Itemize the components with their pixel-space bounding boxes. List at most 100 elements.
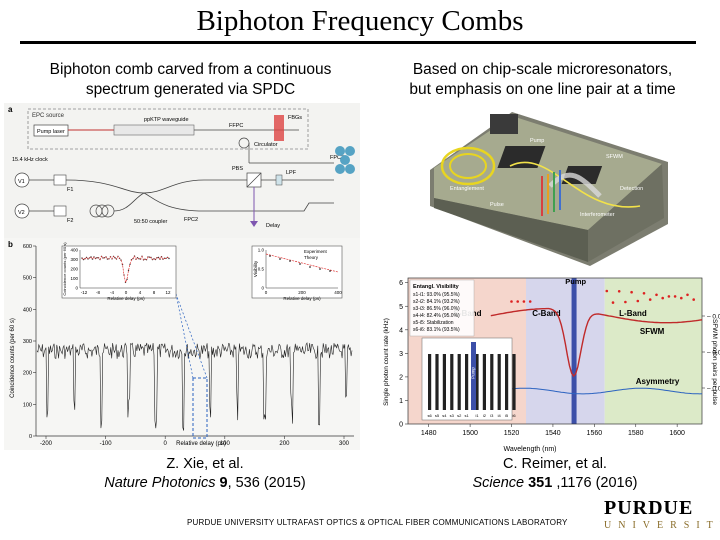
label-clock: 15.4 kHz clock bbox=[12, 157, 48, 163]
label-fpc3: FPC3 bbox=[330, 155, 344, 161]
spec-y2label: SFWM photon pairs per pulse bbox=[711, 319, 718, 405]
right-cite-authors: C. Reimer, et al. bbox=[503, 456, 607, 472]
left-cite-rest: , 536 (2015) bbox=[227, 475, 306, 491]
spec-xtick: 1500 bbox=[462, 430, 478, 437]
label-fbgs: FBGs bbox=[288, 115, 302, 121]
comb-label: i2 bbox=[483, 413, 487, 418]
comb-line bbox=[505, 354, 509, 410]
comb-line bbox=[497, 354, 501, 410]
main-ylabel: Coincidence counts (per 60 s) bbox=[10, 318, 16, 398]
comb-line bbox=[442, 354, 446, 410]
lband-point bbox=[686, 293, 689, 297]
panel-a-label: a bbox=[8, 105, 13, 114]
inset-visibility: 0 200 400 0 0.5 1.0 Relative delay (ps) Visibil… bbox=[251, 245, 343, 301]
comb-line bbox=[475, 354, 479, 410]
label-v1: V1 bbox=[18, 179, 25, 185]
spec-xtick: 1540 bbox=[545, 430, 561, 437]
right-citation: C. Reimer, et al. Science 351 ,1176 (201… bbox=[410, 455, 700, 493]
inset2-point bbox=[279, 258, 281, 260]
panel-b-label: b bbox=[8, 240, 13, 249]
lband-point bbox=[605, 289, 609, 293]
lab-footer: PURDUE UNIVERSITY ULTRAFAST OPTICS & OPT… bbox=[187, 518, 568, 527]
comb-label: i5 bbox=[505, 413, 509, 418]
spec-xlabel: Wavelength (nm) bbox=[503, 446, 556, 453]
label-asymmetry: Asymmetry bbox=[636, 377, 680, 386]
label-pump: Pump bbox=[565, 277, 586, 286]
label-sfwm: SFWM bbox=[640, 327, 665, 336]
label-f1: F1 bbox=[67, 187, 73, 193]
inset2-xtick: 200 bbox=[298, 290, 306, 295]
lband-point bbox=[667, 295, 671, 298]
chip-label-detection: Detection bbox=[620, 186, 643, 192]
coincidence-plot: b -200 -100 0 100 200 3000100200300400500600 … bbox=[4, 238, 360, 450]
lband-point bbox=[692, 298, 695, 301]
label-c-band: C-Band bbox=[532, 309, 561, 318]
inset2-theory-line bbox=[265, 253, 339, 273]
legend-row: s1-i1: 93.0% (95.5%) bbox=[413, 292, 460, 298]
spec-ytick: 5 bbox=[399, 304, 403, 311]
comb-label: s2 bbox=[457, 413, 462, 418]
comb-line bbox=[465, 354, 469, 410]
left-citation: Z. Xie, et al. Nature Photonics 9, 536 (… bbox=[60, 455, 350, 493]
spec-xtick: 1520 bbox=[504, 430, 520, 437]
purdue-logo-main: PURDUE bbox=[604, 497, 694, 519]
main-ytick: 500 bbox=[23, 276, 32, 282]
inset1-xtick: 12 bbox=[165, 290, 171, 295]
legend-row: s4-i4: 82.4% (95.0%) bbox=[413, 313, 460, 319]
right-cite-journal: Science bbox=[472, 475, 525, 491]
spec-y2tick: – 0.02 bbox=[707, 350, 720, 357]
label-ffpc: FFPC bbox=[229, 123, 243, 129]
inset1-ytick: 300 bbox=[70, 257, 78, 262]
inset2-ytick: 0.5 bbox=[258, 267, 265, 272]
spec-ytick: 6 bbox=[399, 280, 403, 287]
inset1-point bbox=[127, 269, 130, 272]
inset2-xlabel: Relative delay (ps) bbox=[283, 296, 321, 301]
main-ytick: 400 bbox=[23, 307, 32, 313]
comb-label: s6 bbox=[427, 413, 432, 418]
comb-line bbox=[482, 354, 486, 410]
right-heading-line2: but emphasis on one line pair at a time bbox=[409, 81, 676, 98]
spec-ytick: 0 bbox=[399, 422, 403, 429]
right-cite-volume: 351 bbox=[528, 475, 553, 491]
left-cite-ref: Nature Photonics 9, 536 (2015) bbox=[60, 474, 350, 493]
main-xtick: -200 bbox=[40, 441, 53, 447]
inset1-ytick: 400 bbox=[70, 248, 78, 253]
lband-point bbox=[636, 299, 640, 303]
left-heading-line2: spectrum generated via SPDC bbox=[85, 81, 296, 98]
inset1-ylabel: Coincidence counts (per 60 s) bbox=[62, 242, 67, 296]
spec-y2tick: – 0.01 bbox=[707, 386, 720, 393]
comb-label: i4 bbox=[498, 413, 502, 418]
chip-label-interferometer: Interferometer bbox=[580, 212, 615, 218]
legend-title: Entangl. Visibility bbox=[413, 284, 460, 290]
label-delay: Delay bbox=[266, 223, 280, 229]
band-l-region bbox=[604, 278, 702, 424]
label-v2: V2 bbox=[18, 210, 25, 216]
inset2-ytick: 0 bbox=[261, 286, 264, 291]
chip-label-entanglement: Entanglement bbox=[450, 186, 484, 192]
right-cite-rest: ,1176 (2016) bbox=[552, 475, 638, 491]
pump-line bbox=[571, 278, 577, 424]
sband-point bbox=[516, 300, 519, 303]
legend-row: s3-i3: 86.5% (96.0%) bbox=[413, 306, 460, 312]
inset1-point bbox=[168, 257, 170, 260]
purdue-logo: PURDUE UNIVERSITY bbox=[604, 497, 720, 531]
label-circulator: Circulator bbox=[254, 142, 278, 148]
comb-label: i3 bbox=[490, 413, 494, 418]
main-xtick: 300 bbox=[339, 441, 350, 447]
main-xlabel: Relative delay (ps) bbox=[176, 441, 226, 447]
legend-row: s2-i2: 84.1% (93.2%) bbox=[413, 299, 460, 305]
inset1-fit bbox=[81, 255, 170, 284]
inset2-point bbox=[299, 263, 301, 265]
spec-xtick: 1580 bbox=[628, 430, 644, 437]
label-waveguide: ppKTP waveguide bbox=[144, 117, 189, 123]
main-xtick: 100 bbox=[220, 441, 231, 447]
inset1-xtick: -4 bbox=[110, 290, 114, 295]
spec-ytick: 4 bbox=[399, 327, 403, 334]
spec-ytick: 1 bbox=[399, 398, 403, 405]
lband-point bbox=[617, 290, 621, 293]
label-coupler: 50:50 coupler bbox=[134, 219, 167, 225]
lband-point bbox=[642, 292, 646, 295]
inset2-point bbox=[289, 260, 291, 262]
